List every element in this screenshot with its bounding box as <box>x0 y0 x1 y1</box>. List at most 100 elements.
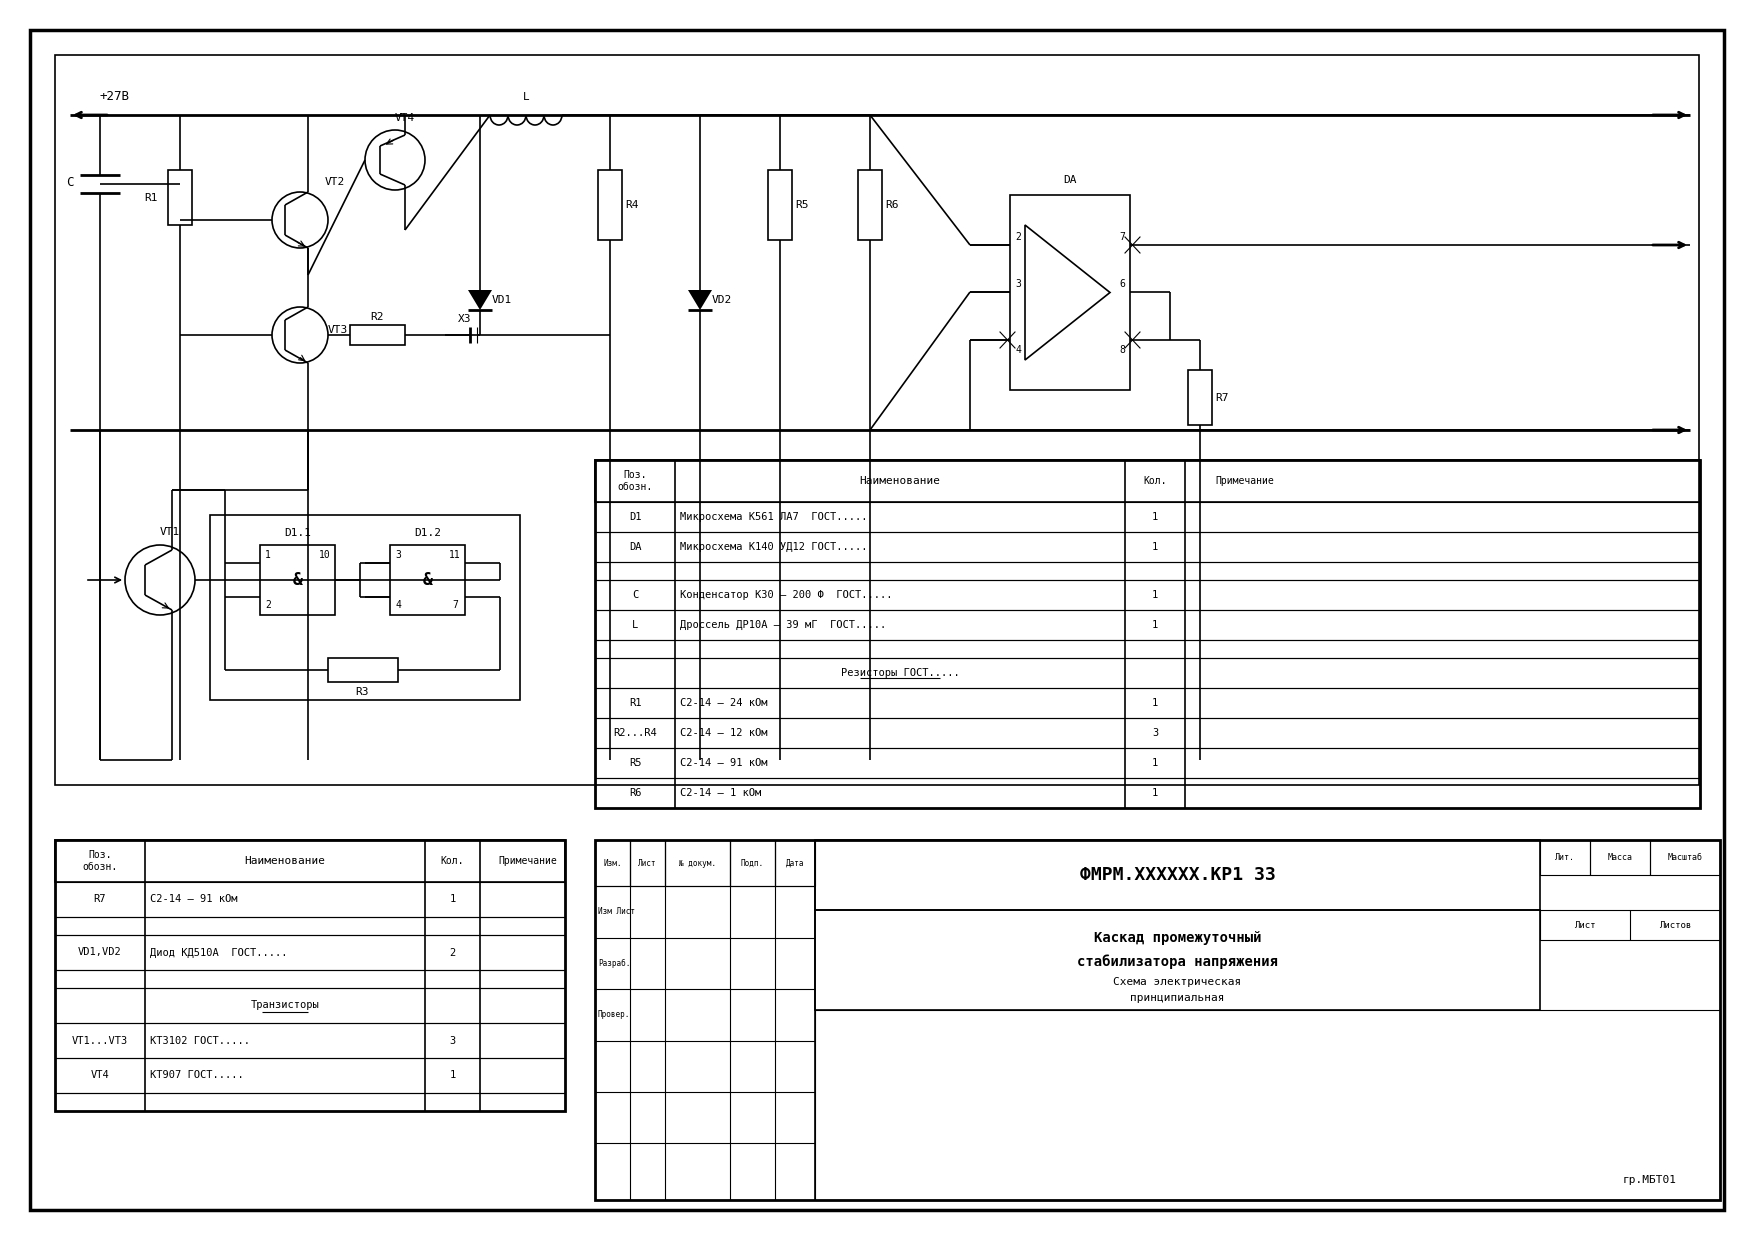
Bar <box>54 935 565 970</box>
Text: R5: R5 <box>628 758 642 768</box>
Text: DA: DA <box>1063 175 1077 185</box>
Bar <box>389 546 465 615</box>
Text: Наименование: Наименование <box>244 856 326 866</box>
Bar <box>775 839 816 887</box>
Text: Листов: Листов <box>1659 920 1691 930</box>
Bar <box>1651 839 1721 875</box>
Bar <box>595 688 1700 718</box>
Bar <box>54 1058 565 1092</box>
Text: Изм.: Изм. <box>603 858 621 868</box>
Text: R5: R5 <box>795 200 809 210</box>
Text: R4: R4 <box>624 200 638 210</box>
Text: 6: 6 <box>1119 279 1124 289</box>
Text: &: & <box>293 570 302 589</box>
Text: 1: 1 <box>1152 512 1158 522</box>
Bar <box>598 170 623 241</box>
Text: Подп.: Подп. <box>740 858 765 868</box>
Text: VT1: VT1 <box>160 527 181 537</box>
Text: DA: DA <box>628 542 642 552</box>
Bar <box>54 970 565 988</box>
Text: 4: 4 <box>395 600 402 610</box>
Bar <box>816 1011 1721 1200</box>
Text: D1.2: D1.2 <box>414 528 440 538</box>
Text: Конденсатор К30 – 200 Ф  ГОСТ.....: Конденсатор К30 – 200 Ф ГОСТ..... <box>681 590 893 600</box>
Bar <box>1010 195 1130 391</box>
Text: Х3: Х3 <box>458 314 472 324</box>
Bar <box>595 580 1700 610</box>
Bar <box>168 170 191 224</box>
Bar <box>595 658 1700 688</box>
Bar <box>54 882 565 918</box>
Text: 1: 1 <box>265 551 270 560</box>
Text: Микросхема К140 УД12 ГОСТ.....: Микросхема К140 УД12 ГОСТ..... <box>681 542 868 552</box>
Text: 11: 11 <box>449 551 461 560</box>
Bar <box>210 515 519 701</box>
Text: 1: 1 <box>1152 787 1158 799</box>
Text: R3: R3 <box>356 687 370 697</box>
Text: 8: 8 <box>1119 345 1124 355</box>
Text: 1: 1 <box>1152 620 1158 630</box>
Bar <box>595 640 1700 658</box>
Bar <box>351 325 405 345</box>
Bar <box>595 718 1700 748</box>
Text: R6: R6 <box>628 787 642 799</box>
Text: стабилизатора напряжения: стабилизатора напряжения <box>1077 955 1279 970</box>
Text: 2: 2 <box>265 600 270 610</box>
Text: VT4: VT4 <box>91 1070 109 1080</box>
Text: Лист: Лист <box>1575 920 1596 930</box>
Text: C: C <box>631 590 638 600</box>
Text: гр.МБТ01: гр.МБТ01 <box>1622 1176 1677 1185</box>
Bar <box>595 460 1700 808</box>
Text: 1: 1 <box>449 1070 456 1080</box>
Text: C: C <box>67 176 74 190</box>
Text: Транзисторы: Транзисторы <box>251 1001 319 1011</box>
Text: С2-14 – 1 кОм: С2-14 – 1 кОм <box>681 787 761 799</box>
Text: D1.1: D1.1 <box>284 528 310 538</box>
Bar <box>1540 910 1721 940</box>
Text: L: L <box>523 92 530 102</box>
Bar <box>768 170 793 241</box>
Text: Провер.: Провер. <box>598 1011 630 1019</box>
Text: 3: 3 <box>449 1035 456 1045</box>
Bar <box>1187 370 1212 425</box>
Text: +27В: +27В <box>100 91 130 103</box>
Text: № докум.: № докум. <box>679 858 716 868</box>
Text: Микросхема К561 ЛА7  ГОСТ.....: Микросхема К561 ЛА7 ГОСТ..... <box>681 512 868 522</box>
Text: L: L <box>631 620 638 630</box>
Text: R1: R1 <box>628 698 642 708</box>
Text: 2: 2 <box>449 947 456 957</box>
Text: R2...R4: R2...R4 <box>614 728 658 738</box>
Text: VT1...VT3: VT1...VT3 <box>72 1035 128 1045</box>
Text: Резисторы ГОСТ.....: Резисторы ГОСТ..... <box>840 668 959 678</box>
Text: Примечание: Примечание <box>498 856 556 866</box>
Bar <box>54 839 565 882</box>
Bar <box>595 460 1700 502</box>
Text: Наименование: Наименование <box>859 476 940 486</box>
Text: Схема электрическая: Схема электрическая <box>1114 977 1242 987</box>
Text: 1: 1 <box>449 894 456 904</box>
Text: 1: 1 <box>1152 590 1158 600</box>
Text: R7: R7 <box>93 894 107 904</box>
Bar <box>54 918 565 935</box>
Polygon shape <box>688 290 712 310</box>
Text: 1: 1 <box>1152 698 1158 708</box>
Text: Лист: Лист <box>638 858 656 868</box>
Text: VD1,VD2: VD1,VD2 <box>79 947 121 957</box>
Text: 3: 3 <box>395 551 402 560</box>
Bar <box>54 55 1700 785</box>
Text: VD2: VD2 <box>712 295 731 305</box>
Bar <box>858 170 882 241</box>
Bar <box>54 1023 565 1058</box>
Text: R2: R2 <box>370 312 384 322</box>
Bar <box>730 839 775 887</box>
Text: Диод КД510А  ГОСТ.....: Диод КД510А ГОСТ..... <box>151 947 288 957</box>
Bar <box>1589 839 1651 875</box>
Text: Кол.: Кол. <box>440 856 465 866</box>
Text: Дата: Дата <box>786 858 805 868</box>
Text: VT4: VT4 <box>395 113 416 123</box>
Text: &: & <box>423 570 433 589</box>
Text: Масштаб: Масштаб <box>1668 853 1703 862</box>
Text: принципиальная: принципиальная <box>1130 993 1224 1003</box>
Text: С2-14 – 91 кОм: С2-14 – 91 кОм <box>681 758 768 768</box>
Bar <box>595 839 1721 1200</box>
